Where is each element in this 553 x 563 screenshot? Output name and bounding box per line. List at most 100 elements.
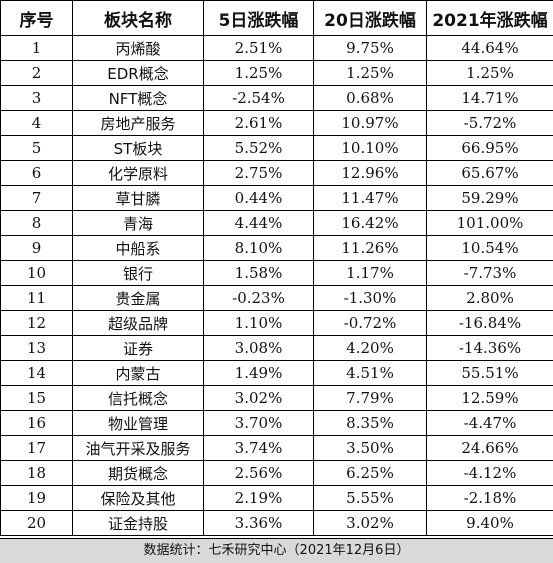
cell-20day-change: 10.10%: [313, 135, 427, 161]
cell-2021-change: 14.71%: [426, 85, 553, 111]
table-row: 4 房地产服务 2.61% 10.97% -5.72%: [0, 110, 553, 136]
cell-sector-name: 化学原料: [72, 160, 204, 186]
cell-index: 14: [0, 360, 73, 386]
cell-2021-change: 55.51%: [426, 360, 553, 386]
cell-sector-name: ST板块: [72, 135, 204, 161]
cell-2021-change: 66.95%: [426, 135, 553, 161]
cell-5day-change: 0.44%: [203, 185, 314, 211]
cell-20day-change: 11.47%: [313, 185, 427, 211]
table-row: 5 ST板块 5.52% 10.10% 66.95%: [0, 135, 553, 161]
source-footer: 数据统计：七禾研究中心（2021年12月6日）: [0, 538, 553, 563]
cell-sector-name: 物业管理: [72, 410, 204, 436]
cell-5day-change: 3.74%: [203, 435, 314, 461]
cell-sector-name: NFT概念: [72, 85, 204, 111]
cell-index: 1: [0, 35, 73, 61]
cell-20day-change: 4.51%: [313, 360, 427, 386]
cell-sector-name: EDR概念: [72, 60, 204, 86]
cell-5day-change: 2.56%: [203, 460, 314, 486]
cell-sector-name: 保险及其他: [72, 485, 204, 511]
cell-index: 8: [0, 210, 73, 236]
cell-2021-change: 24.66%: [426, 435, 553, 461]
cell-sector-name: 证金持股: [72, 510, 204, 536]
cell-2021-change: -14.36%: [426, 335, 553, 361]
table-row: 14 内蒙古 1.49% 4.51% 55.51%: [0, 360, 553, 386]
table-row: 16 物业管理 3.70% 8.35% -4.47%: [0, 410, 553, 436]
table-row: 9 中船系 8.10% 11.26% 10.54%: [0, 235, 553, 261]
cell-index: 7: [0, 185, 73, 211]
table-row: 10 银行 1.58% 1.17% -7.73%: [0, 260, 553, 286]
cell-index: 10: [0, 260, 73, 286]
cell-sector-name: 信托概念: [72, 385, 204, 411]
cell-2021-change: -16.84%: [426, 310, 553, 336]
table-row: 17 油气开采及服务 3.74% 3.50% 24.66%: [0, 435, 553, 461]
cell-20day-change: 7.79%: [313, 385, 427, 411]
cell-20day-change: 10.97%: [313, 110, 427, 136]
cell-sector-name: 银行: [72, 260, 204, 286]
cell-index: 17: [0, 435, 73, 461]
cell-5day-change: 1.49%: [203, 360, 314, 386]
table-body: 1 丙烯酸 2.51% 9.75% 44.64% 2 EDR概念 1.25% 1.25% 1.25…: [0, 35, 553, 536]
cell-sector-name: 房地产服务: [72, 110, 204, 136]
cell-5day-change: 2.51%: [203, 35, 314, 61]
cell-20day-change: 12.96%: [313, 160, 427, 186]
cell-2021-change: 2.80%: [426, 285, 553, 311]
cell-5day-change: -0.23%: [203, 285, 314, 311]
cell-2021-change: 12.59%: [426, 385, 553, 411]
cell-2021-change: 59.29%: [426, 185, 553, 211]
cell-2021-change: -5.72%: [426, 110, 553, 136]
cell-5day-change: 1.25%: [203, 60, 314, 86]
table-row: 6 化学原料 2.75% 12.96% 65.67%: [0, 160, 553, 186]
cell-sector-name: 青海: [72, 210, 204, 236]
cell-index: 15: [0, 385, 73, 411]
cell-20day-change: 11.26%: [313, 235, 427, 261]
cell-2021-change: 65.67%: [426, 160, 553, 186]
header-5day-change: 5日涨跌幅: [203, 0, 314, 36]
cell-20day-change: 3.50%: [313, 435, 427, 461]
cell-sector-name: 丙烯酸: [72, 35, 204, 61]
cell-sector-name: 内蒙古: [72, 360, 204, 386]
header-sector-name: 板块名称: [72, 0, 204, 36]
cell-5day-change: 3.36%: [203, 510, 314, 536]
cell-5day-change: 2.75%: [203, 160, 314, 186]
cell-sector-name: 超级品牌: [72, 310, 204, 336]
cell-index: 18: [0, 460, 73, 486]
cell-sector-name: 中船系: [72, 235, 204, 261]
table-row: 7 草甘膦 0.44% 11.47% 59.29%: [0, 185, 553, 211]
cell-20day-change: 8.35%: [313, 410, 427, 436]
cell-5day-change: 8.10%: [203, 235, 314, 261]
cell-5day-change: 3.08%: [203, 335, 314, 361]
table-row: 12 超级品牌 1.10% -0.72% -16.84%: [0, 310, 553, 336]
cell-sector-name: 油气开采及服务: [72, 435, 204, 461]
cell-index: 4: [0, 110, 73, 136]
cell-2021-change: 10.54%: [426, 235, 553, 261]
cell-index: 3: [0, 85, 73, 111]
cell-index: 16: [0, 410, 73, 436]
cell-20day-change: 0.68%: [313, 85, 427, 111]
cell-index: 6: [0, 160, 73, 186]
cell-2021-change: 44.64%: [426, 35, 553, 61]
cell-20day-change: -0.72%: [313, 310, 427, 336]
cell-2021-change: -2.18%: [426, 485, 553, 511]
cell-2021-change: 1.25%: [426, 60, 553, 86]
table-row: 3 NFT概念 -2.54% 0.68% 14.71%: [0, 85, 553, 111]
cell-5day-change: 1.10%: [203, 310, 314, 336]
cell-2021-change: -4.47%: [426, 410, 553, 436]
cell-20day-change: 1.17%: [313, 260, 427, 286]
cell-20day-change: 5.55%: [313, 485, 427, 511]
cell-20day-change: -1.30%: [313, 285, 427, 311]
table-header: 序号 板块名称 5日涨跌幅 20日涨跌幅 2021年涨跌幅: [0, 0, 553, 36]
cell-index: 12: [0, 310, 73, 336]
cell-index: 2: [0, 60, 73, 86]
header-20day-change: 20日涨跌幅: [313, 0, 427, 36]
cell-5day-change: 4.44%: [203, 210, 314, 236]
table-row: 8 青海 4.44% 16.42% 101.00%: [0, 210, 553, 236]
cell-5day-change: 5.52%: [203, 135, 314, 161]
cell-sector-name: 草甘膦: [72, 185, 204, 211]
cell-2021-change: 101.00%: [426, 210, 553, 236]
table-row: 1 丙烯酸 2.51% 9.75% 44.64%: [0, 35, 553, 61]
cell-5day-change: 3.02%: [203, 385, 314, 411]
table-row: 19 保险及其他 2.19% 5.55% -2.18%: [0, 485, 553, 511]
cell-index: 9: [0, 235, 73, 261]
table-row: 11 贵金属 -0.23% -1.30% 2.80%: [0, 285, 553, 311]
